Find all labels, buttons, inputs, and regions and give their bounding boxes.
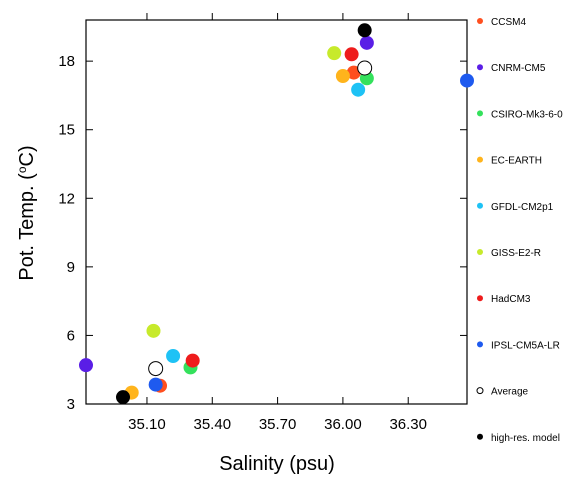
plot-frame [85,19,468,405]
data-point [351,82,366,97]
legend-label: CNRM-CM5 [491,63,546,74]
x-axis: 35.10 35.40 35.70 36.00 36.30 [128,13,427,433]
data-point [359,35,374,50]
x-tick-label: 35.40 [194,416,232,433]
y-tick-label: 3 [67,396,75,413]
legend-label: GISS-E2-R [491,248,541,259]
legend-marker [477,110,483,117]
data-point [344,47,359,62]
plot-area [85,19,468,405]
legend-label: CSIRO-Mk3-6-0 [491,109,563,120]
data-point [148,361,164,377]
data-point [79,358,93,373]
x-axis-label: Salinity (psu) [219,453,335,475]
y-tick-label: 12 [58,190,75,207]
data-point [166,349,181,363]
y-tick-label: 18 [58,53,75,70]
x-tick-label: 35.10 [128,416,166,433]
legend-marker [477,64,483,71]
legend-label: HadCM3 [491,294,531,305]
data-point [148,377,163,392]
data-point [357,23,372,38]
legend-marker [477,156,483,163]
y-axis-label: Pot. Temp. (oC) [15,145,38,280]
legend-marker [477,18,483,24]
y-tick-label: 15 [58,122,75,139]
y-axis-label-unit: C) [16,145,38,166]
data-point [357,60,373,76]
legend-marker [477,249,483,255]
data-point [460,73,474,88]
legend-marker [477,341,483,348]
legend-label: IPSL-CM5A-LR [491,340,560,351]
x-tick-label: 35.70 [259,416,297,433]
data-points [79,23,474,405]
legend-marker [477,202,483,209]
data-point [335,69,350,83]
legend: CCSM4 CNRM-CM5 CSIRO-Mk3-6-0 EC-EARTH GFDL-C… [476,17,563,444]
legend-label: Average [491,387,529,398]
y-tick-label: 9 [67,259,75,276]
data-point [327,46,342,61]
legend-marker [477,433,483,440]
legend-label: CCSM4 [491,17,526,28]
legend-marker [477,295,483,302]
data-point [116,390,131,405]
legend-label: high-res. model [491,433,560,444]
y-tick-label: 6 [67,327,75,344]
x-tick-label: 36.30 [389,416,427,433]
legend-marker [476,387,484,395]
legend-label: EC-EARTH [491,156,542,167]
data-point [185,353,200,368]
y-axis: 3 6 9 12 15 18 [58,53,467,413]
y-axis-label-main: Pot. Temp. ( [16,173,38,281]
y-axis-label-degree: o [15,166,29,173]
x-tick-label: 36.00 [324,416,362,433]
data-point [146,323,161,338]
legend-label: GFDL-CM2p1 [491,202,554,213]
